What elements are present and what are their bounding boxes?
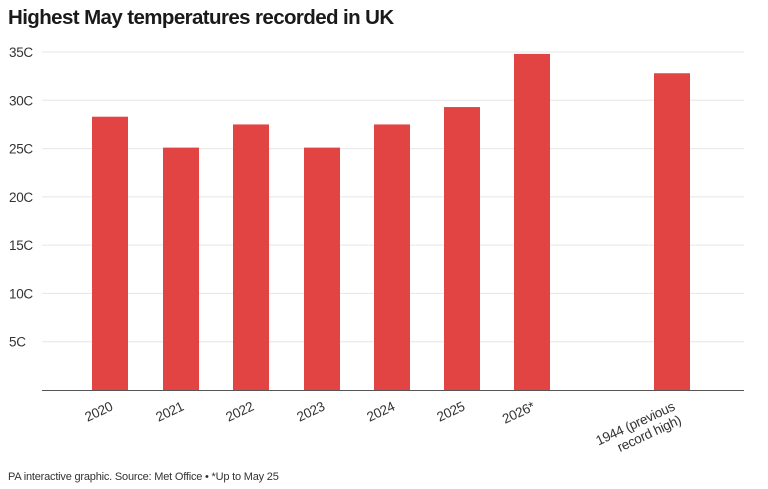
x-tick-label: 2023 bbox=[294, 399, 326, 425]
x-tick-label: 2021 bbox=[153, 399, 185, 425]
y-tick-label: 15C bbox=[9, 238, 33, 253]
y-tick-label: 5C bbox=[9, 335, 26, 350]
chart-title: Highest May temperatures recorded in UK bbox=[8, 6, 394, 29]
x-tick-label-line: 2025 bbox=[434, 399, 466, 425]
y-tick-label: 20C bbox=[9, 190, 33, 205]
bar bbox=[92, 116, 128, 391]
x-tick-label: 2026* bbox=[500, 398, 538, 426]
x-axis-tick-labels: 2020 2021 2022 2023 2024 2025 2026* 1944 (previ… bbox=[82, 398, 683, 455]
x-tick-label: 2024 bbox=[364, 398, 397, 424]
bar bbox=[374, 124, 410, 390]
x-tick-label-line: 2026* bbox=[500, 398, 538, 426]
y-tick-label: 35C bbox=[9, 45, 33, 60]
x-tick-label-line: 2022 bbox=[223, 399, 255, 425]
bar bbox=[514, 53, 550, 390]
y-axis-tick-labels: 5C 10C 15C 20C 25C 30C 35C bbox=[9, 45, 34, 350]
x-tick-label: 2022 bbox=[223, 399, 255, 425]
bar bbox=[444, 107, 480, 390]
y-tick-label: 10C bbox=[9, 286, 33, 301]
y-tick-label: 30C bbox=[9, 93, 33, 108]
x-tick-label: 2020 bbox=[82, 399, 114, 425]
y-tick-label: 25C bbox=[9, 142, 33, 157]
x-tick-label-line: 2024 bbox=[364, 398, 397, 424]
bar bbox=[233, 124, 269, 390]
bars bbox=[92, 53, 690, 391]
x-tick-label-line: 2021 bbox=[153, 399, 185, 425]
x-tick-label-line: 2023 bbox=[294, 399, 326, 425]
bar bbox=[163, 147, 199, 390]
bar bbox=[654, 73, 690, 390]
x-tick-label: 2025 bbox=[434, 399, 466, 425]
source-note: PA interactive graphic. Source: Met Offi… bbox=[8, 471, 279, 483]
x-tick-label-line: 2020 bbox=[82, 399, 114, 425]
bar bbox=[304, 147, 340, 390]
